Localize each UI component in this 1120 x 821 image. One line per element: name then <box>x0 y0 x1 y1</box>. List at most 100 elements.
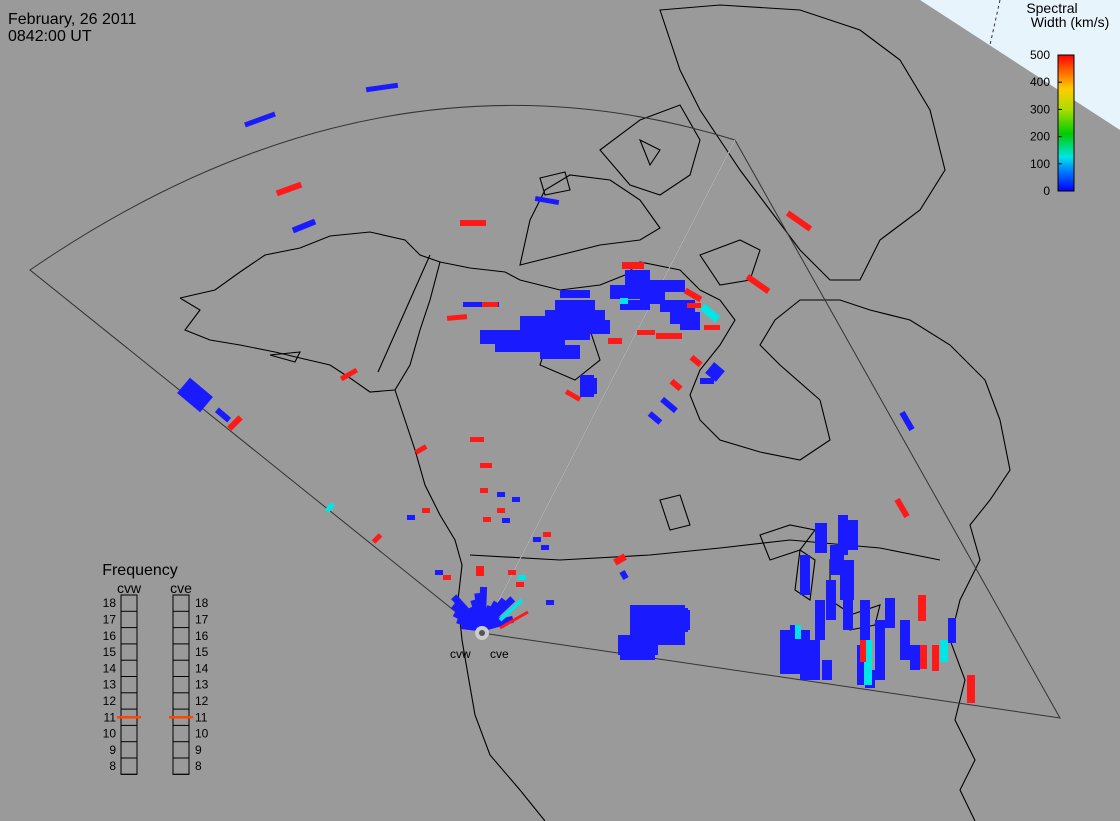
frequency-tick-label-right: 14 <box>195 661 209 675</box>
scatter-cell <box>508 570 516 575</box>
colorbar-gradient <box>1057 54 1075 192</box>
scatter-cell <box>940 640 948 662</box>
frequency-tick-label-left: 14 <box>103 661 117 675</box>
frequency-title: Frequency <box>102 562 178 579</box>
scatter-cell <box>967 675 975 703</box>
scatter-cell <box>214 407 232 423</box>
scatter-cell <box>620 298 628 304</box>
scatter-cell <box>647 411 663 425</box>
frequency-tick-label-left: 16 <box>103 629 117 643</box>
header-time: 0842:00 UT <box>8 28 92 45</box>
header-date: February, 26 2011 <box>8 11 136 28</box>
scatter-cell <box>498 598 524 622</box>
radar-label-cve: cve <box>490 647 509 661</box>
scatter-cell <box>291 218 317 234</box>
scatter-cell <box>480 463 492 468</box>
frequency-tick-label-right: 18 <box>195 596 209 610</box>
colorbar-tick-label: 300 <box>1030 102 1050 116</box>
colorbar-tick-label: 500 <box>1030 48 1050 62</box>
colorbar-ticks: 500 400 300 200 100 0 <box>1030 48 1062 198</box>
colorbar-tick-label: 0 <box>1043 184 1050 198</box>
scatter-cell <box>497 492 505 497</box>
scatter-cell <box>470 437 484 442</box>
scatter-cell <box>918 595 926 621</box>
frequency-panel: Frequency cvw cve 18 18 17 17 16 16 15 15 14 14 13… <box>102 562 209 775</box>
scatter-cell <box>481 615 515 632</box>
scatter-cell <box>815 523 827 553</box>
scatter-cell <box>689 354 703 368</box>
scatter-cell <box>516 582 524 587</box>
scatter-cell <box>795 625 801 639</box>
scatter-cell <box>822 660 832 680</box>
spectral-width-colorbar: Spectral Width (km/s) 500 400 300 200 100 0 <box>1026 0 1109 198</box>
scatter-cell <box>948 618 956 643</box>
scatter-cell <box>546 600 554 605</box>
scatter-cell <box>463 302 499 307</box>
scatter-cell <box>414 444 428 455</box>
scatter-cell <box>533 537 541 542</box>
scatter-cell <box>705 362 725 382</box>
frequency-tick-label-right: 11 <box>195 710 208 724</box>
scatter-cell <box>482 302 498 307</box>
colorbar-title-line2: Width (km/s) <box>1031 14 1110 30</box>
scatter-cell <box>608 338 622 344</box>
frequency-tick-label-right: 12 <box>195 694 209 708</box>
scatter-cell <box>480 488 488 493</box>
scatter-cell <box>365 82 399 93</box>
scatter-cell <box>613 553 627 566</box>
scatter-cell <box>826 580 836 620</box>
scatter-cell <box>620 645 655 660</box>
colorbar-tick-label: 400 <box>1030 75 1050 89</box>
frequency-tick-label-left: 9 <box>109 743 116 757</box>
scatter-cell <box>512 497 520 502</box>
colorbar-tick-label: 200 <box>1030 130 1050 144</box>
scatter-cell <box>815 600 825 640</box>
frequency-tick-label-right: 9 <box>195 743 202 757</box>
scatter-cell <box>622 262 644 269</box>
frequency-tick-label-left: 8 <box>109 759 116 773</box>
scatter-cell <box>920 645 927 669</box>
backscatter-cells <box>177 82 975 703</box>
scatter-cell <box>518 575 526 580</box>
scatter-cell <box>339 367 359 382</box>
frequency-tick-label-left: 15 <box>103 645 117 659</box>
scatter-cell <box>660 300 695 312</box>
scatter-cell <box>680 610 690 630</box>
scatter-cell <box>669 378 683 392</box>
scatter-cell <box>656 333 682 339</box>
frequency-tick-label-right: 10 <box>195 727 209 741</box>
scatter-cell <box>848 520 858 550</box>
frequency-radar-label-cvw: cvw <box>117 580 142 596</box>
frequency-tick-label-right: 15 <box>195 645 209 659</box>
scatter-cell <box>435 570 443 575</box>
scatter-cell <box>497 508 505 513</box>
scatter-cell <box>555 300 595 312</box>
scatter-cell <box>580 320 610 334</box>
scatter-cell <box>800 555 810 595</box>
scatter-cell <box>244 111 276 128</box>
frequency-tick-label-right: 17 <box>195 612 209 626</box>
political-borders <box>377 254 941 561</box>
scatter-cell <box>443 575 451 580</box>
scatter-cell <box>587 378 597 394</box>
scatter-cell <box>543 532 551 537</box>
scatter-cell <box>324 502 336 513</box>
scatter-cell <box>502 518 510 523</box>
frequency-box <box>172 594 190 775</box>
scatter-cell <box>640 290 665 304</box>
scatter-cell <box>650 280 685 292</box>
scatter-cell <box>843 600 853 630</box>
scatter-cell <box>864 640 872 685</box>
frequency-tick-label-left: 17 <box>103 612 117 626</box>
frequency-tick-label-left: 13 <box>103 678 117 692</box>
scatter-cell <box>227 415 243 431</box>
scatter-cell <box>885 598 895 628</box>
frequency-tick-label-right: 13 <box>195 678 209 692</box>
colorbar-tick-label: 100 <box>1030 157 1050 171</box>
scatter-cell <box>745 274 771 294</box>
scatter-cell <box>680 320 700 330</box>
radar-label-cvw: cvw <box>450 647 471 661</box>
scatter-cell <box>899 410 915 432</box>
